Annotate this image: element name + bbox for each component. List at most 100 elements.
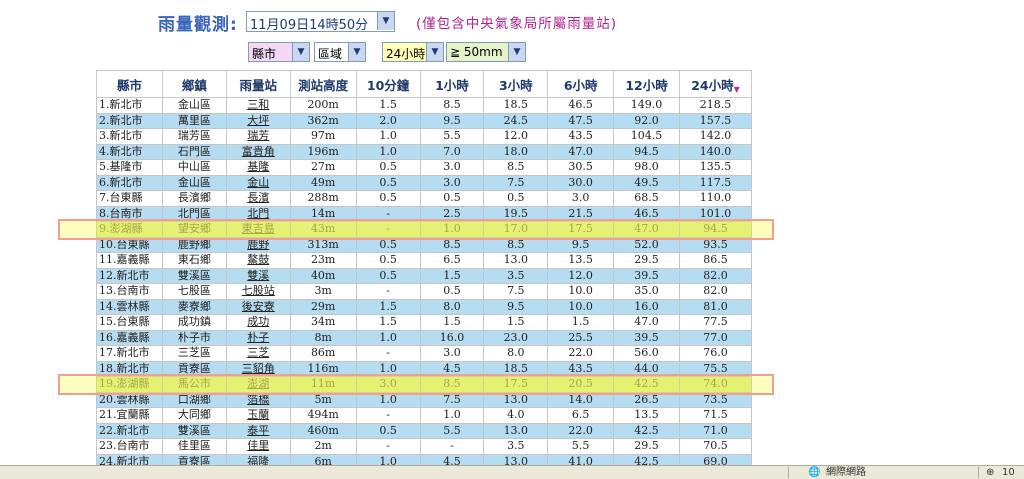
cell-station[interactable]: 富貴角 bbox=[225, 143, 291, 160]
zoom-icon[interactable]: ⊕ bbox=[986, 467, 995, 478]
header-6hr[interactable]: 6小時 bbox=[547, 70, 615, 98]
header-10min[interactable]: 10分鐘 bbox=[355, 70, 421, 98]
header-station[interactable]: 雨量站 bbox=[225, 70, 291, 98]
cell-county: 2.新北市 bbox=[96, 112, 163, 129]
status-bar: 🌐 網際網路 ⊕ 10 bbox=[0, 465, 1024, 479]
cell-3hr: 13.0 bbox=[483, 391, 549, 408]
cell-1hr: 5.5 bbox=[419, 422, 485, 439]
cell-station[interactable]: 鹿野 bbox=[225, 236, 291, 253]
district-select[interactable]: 區域 ▼ bbox=[314, 42, 366, 62]
cell-1hr: 3.0 bbox=[419, 174, 485, 191]
cell-10min: 0.5 bbox=[355, 252, 421, 269]
header-1hr[interactable]: 1小時 bbox=[419, 70, 485, 98]
header-township[interactable]: 鄉鎮 bbox=[161, 70, 227, 98]
cell-county: 17.新北市 bbox=[96, 345, 163, 362]
cell-1hr: 16.0 bbox=[419, 329, 485, 346]
cell-station[interactable]: 北門 bbox=[225, 205, 291, 222]
cell-station[interactable]: 三貂角 bbox=[225, 360, 291, 377]
cell-12hr: 35.0 bbox=[613, 283, 680, 300]
page-title: 雨量觀測: bbox=[158, 15, 238, 35]
cell-1hr: 1.5 bbox=[419, 267, 485, 284]
cell-station[interactable]: 佳里 bbox=[225, 438, 291, 455]
table-row: 6.新北市 金山區 金山 49m 0.5 3.0 7.5 30.0 49.5 117.5 bbox=[96, 174, 752, 191]
cell-county: 6.新北市 bbox=[96, 174, 163, 191]
time-select-value: 11月09日14時50分 bbox=[250, 18, 369, 33]
county-select-value: 縣市 bbox=[252, 47, 277, 61]
cell-county: 13.台南市 bbox=[96, 283, 163, 300]
cell-6hr: 30.5 bbox=[547, 159, 615, 176]
cell-1hr: 2.5 bbox=[419, 205, 485, 222]
cell-station[interactable]: 三和 bbox=[225, 97, 291, 114]
cell-station[interactable]: 後安寮 bbox=[225, 298, 291, 315]
cell-1hr: 5.5 bbox=[419, 128, 485, 145]
header-3hr[interactable]: 3小時 bbox=[483, 70, 549, 98]
cell-altitude: 2m bbox=[289, 438, 357, 455]
cell-station[interactable]: 金山 bbox=[225, 174, 291, 191]
cell-10min: 1.0 bbox=[355, 143, 421, 160]
cell-township: 雙溪區 bbox=[161, 422, 227, 439]
cell-county: 16.嘉義縣 bbox=[96, 329, 163, 346]
cell-3hr: 23.0 bbox=[483, 329, 549, 346]
cell-county: 21.宜蘭縣 bbox=[96, 407, 163, 424]
cell-station[interactable]: 成功 bbox=[225, 314, 291, 331]
cell-3hr: 9.5 bbox=[483, 298, 549, 315]
cell-station[interactable]: 基隆 bbox=[225, 159, 291, 176]
cell-station[interactable]: 澎湖 bbox=[225, 376, 291, 393]
status-zoom[interactable]: 10 bbox=[1002, 467, 1015, 478]
cell-12hr: 16.0 bbox=[613, 298, 680, 315]
cell-township: 佳里區 bbox=[161, 438, 227, 455]
table-row: 9.澎湖縣 望安鄉 東吉島 43m -1.0 17.0 17.5 47.0 94.5 bbox=[96, 221, 752, 238]
cell-3hr: 4.0 bbox=[483, 407, 549, 424]
cell-station[interactable]: 朴子 bbox=[225, 329, 291, 346]
cell-6hr: 10.0 bbox=[547, 283, 615, 300]
cell-10min: 1.0 bbox=[355, 360, 421, 377]
cell-6hr: 1.5 bbox=[547, 314, 615, 331]
header-24hr[interactable]: 24小時▼ bbox=[679, 70, 752, 98]
cell-3hr: 0.5 bbox=[483, 190, 549, 207]
cell-station[interactable]: 東吉島 bbox=[225, 221, 291, 238]
header-county[interactable]: 縣市 bbox=[96, 70, 163, 98]
table-header-row: 縣市 鄉鎮 雨量站 測站高度 10分鐘 1小時 3小時 6小時 12小時 24小… bbox=[96, 70, 752, 98]
cell-township: 大同鄉 bbox=[161, 407, 227, 424]
cell-station[interactable]: 大坪 bbox=[225, 112, 291, 129]
cell-county: 12.新北市 bbox=[96, 267, 163, 284]
county-select[interactable]: 縣市 ▼ bbox=[248, 42, 310, 62]
cell-station[interactable]: 瑞芳 bbox=[225, 128, 291, 145]
cell-station[interactable]: 箔橋 bbox=[225, 391, 291, 408]
cell-station[interactable]: 泰平 bbox=[225, 422, 291, 439]
cell-1hr: 8.5 bbox=[419, 236, 485, 253]
cell-township: 瑞芳區 bbox=[161, 128, 227, 145]
cell-county: 8.台南市 bbox=[96, 205, 163, 222]
cell-station[interactable]: 鰲鼓 bbox=[225, 252, 291, 269]
header-altitude[interactable]: 測站高度 bbox=[289, 70, 357, 98]
cell-station[interactable]: 雙溪 bbox=[225, 267, 291, 284]
time-select[interactable]: 11月09日14時50分 ▼ bbox=[246, 11, 395, 33]
cell-township: 三芝區 bbox=[161, 345, 227, 362]
cell-3hr: 13.0 bbox=[483, 422, 549, 439]
cell-station[interactable]: 玉蘭 bbox=[225, 407, 291, 424]
cell-altitude: 11m bbox=[289, 376, 357, 393]
period-select[interactable]: 24小時 ▼ bbox=[382, 42, 444, 62]
cell-3hr: 13.0 bbox=[483, 252, 549, 269]
cell-24hr: 135.5 bbox=[679, 159, 752, 176]
cell-12hr: 98.0 bbox=[613, 159, 680, 176]
threshold-select[interactable]: ≧ 50mm ▼ bbox=[446, 42, 526, 62]
cell-10min: 1.0 bbox=[355, 391, 421, 408]
cell-12hr: 47.0 bbox=[613, 314, 680, 331]
cell-township: 金山區 bbox=[161, 174, 227, 191]
cell-station[interactable]: 長濱 bbox=[225, 190, 291, 207]
cell-county: 20.雲林縣 bbox=[96, 391, 163, 408]
cell-station[interactable]: 七股站 bbox=[225, 283, 291, 300]
table-row: 4.新北市 石門區 富貴角 196m 1.0 7.0 18.0 47.0 94.5 140.0 bbox=[96, 143, 752, 160]
cell-township: 石門區 bbox=[161, 143, 227, 160]
cell-6hr: 14.0 bbox=[547, 391, 615, 408]
cell-12hr: 39.5 bbox=[613, 267, 680, 284]
table-row: 14.雲林縣 麥寮鄉 後安寮 29m 1.5 8.0 9.5 10.0 16.0 81.0 bbox=[96, 298, 752, 315]
cell-12hr: 29.5 bbox=[613, 252, 680, 269]
cell-county: 22.新北市 bbox=[96, 422, 163, 439]
table-row: 10.台東縣 鹿野鄉 鹿野 313m 0.5 8.5 8.5 9.5 52.0 93.5 bbox=[96, 236, 752, 253]
cell-1hr: 4.5 bbox=[419, 360, 485, 377]
cell-station[interactable]: 三芝 bbox=[225, 345, 291, 362]
header-12hr[interactable]: 12小時 bbox=[613, 70, 680, 98]
table-row: 8.台南市 北門區 北門 14m -2.5 19.5 21.5 46.5 101.0 bbox=[96, 205, 752, 222]
